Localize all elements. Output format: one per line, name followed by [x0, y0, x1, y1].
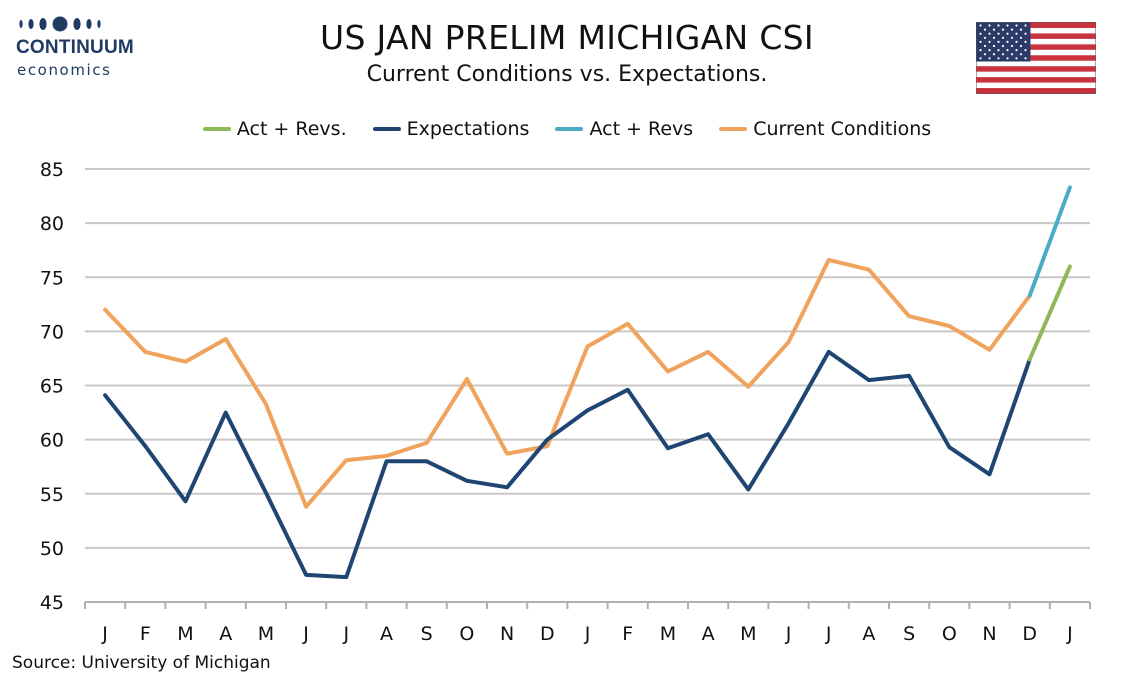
x-tick-label: J	[785, 623, 792, 645]
x-tick-label: O	[942, 623, 957, 645]
chart-subtitle: Current Conditions vs. Expectations.	[366, 62, 768, 87]
legend-item: Expectations	[372, 118, 530, 140]
series-line-act-revs	[1027, 185, 1072, 298]
x-tick-label: A	[862, 623, 875, 645]
x-tick-label: D	[1022, 623, 1037, 645]
legend-item: Act + Revs.	[202, 118, 347, 140]
legend-item: Act + Revs	[555, 118, 693, 140]
y-tick-label: 75	[40, 267, 64, 289]
series-line-act-revs	[1027, 264, 1072, 362]
y-tick-label: 85	[40, 159, 64, 181]
x-tick-label: J	[302, 623, 309, 645]
x-tick-label: A	[219, 623, 232, 645]
series-line-current-conditions	[103, 257, 1032, 509]
x-tick-label: A	[702, 623, 715, 645]
chart-title: US JAN PRELIM MICHIGAN CSI	[320, 18, 814, 57]
legend-label: Act + Revs.	[236, 118, 347, 140]
x-tick-label: M	[740, 623, 756, 645]
x-tick-label: S	[421, 623, 433, 645]
x-tick-label: J	[584, 623, 591, 645]
x-tick-label: D	[540, 623, 555, 645]
us-flag-icon	[976, 22, 1096, 94]
logo-brand-text: CONTINUUM	[16, 37, 134, 58]
x-tick-label: J	[825, 623, 832, 645]
x-tick-label: M	[660, 623, 676, 645]
logo-dots-icon	[19, 16, 101, 32]
legend-label: Current Conditions	[753, 118, 932, 140]
logo-sub-text: economics	[17, 61, 112, 79]
y-tick-label: 60	[40, 430, 64, 452]
x-tick-label: A	[380, 623, 393, 645]
legend-swatch	[555, 127, 584, 131]
y-tick-label: 55	[40, 484, 64, 506]
legend-swatch	[202, 127, 231, 131]
x-tick-label: O	[459, 623, 474, 645]
source-note: Source: University of Michigan	[12, 653, 271, 673]
x-tick-label: F	[622, 623, 633, 645]
y-tick-label: 70	[40, 321, 64, 343]
legend-swatch	[372, 127, 401, 131]
x-tick-label: M	[177, 623, 193, 645]
x-tick-label: N	[982, 623, 996, 645]
y-tick-label: 80	[40, 213, 64, 235]
legend-swatch	[719, 127, 748, 131]
y-tick-label: 65	[40, 376, 64, 398]
chart-legend: Act + Revs. Expectations Act + Revs Current…	[0, 118, 1134, 140]
y-tick-label: 45	[40, 592, 64, 614]
x-tick-label: F	[140, 623, 151, 645]
x-tick-label: M	[258, 623, 274, 645]
legend-label: Act + Revs	[589, 118, 694, 140]
y-tick-label: 50	[40, 538, 64, 560]
x-tick-label: J	[342, 623, 349, 645]
x-tick-label: S	[903, 623, 915, 645]
x-tick-label: J	[101, 623, 108, 645]
legend-item: Current Conditions	[719, 118, 931, 140]
series-line-expectations	[103, 349, 1032, 580]
legend-label: Expectations	[406, 118, 530, 140]
x-tick-label: N	[500, 623, 514, 645]
x-tick-label: J	[1066, 623, 1073, 645]
continuum-logo: CONTINUUM economics	[14, 14, 134, 79]
